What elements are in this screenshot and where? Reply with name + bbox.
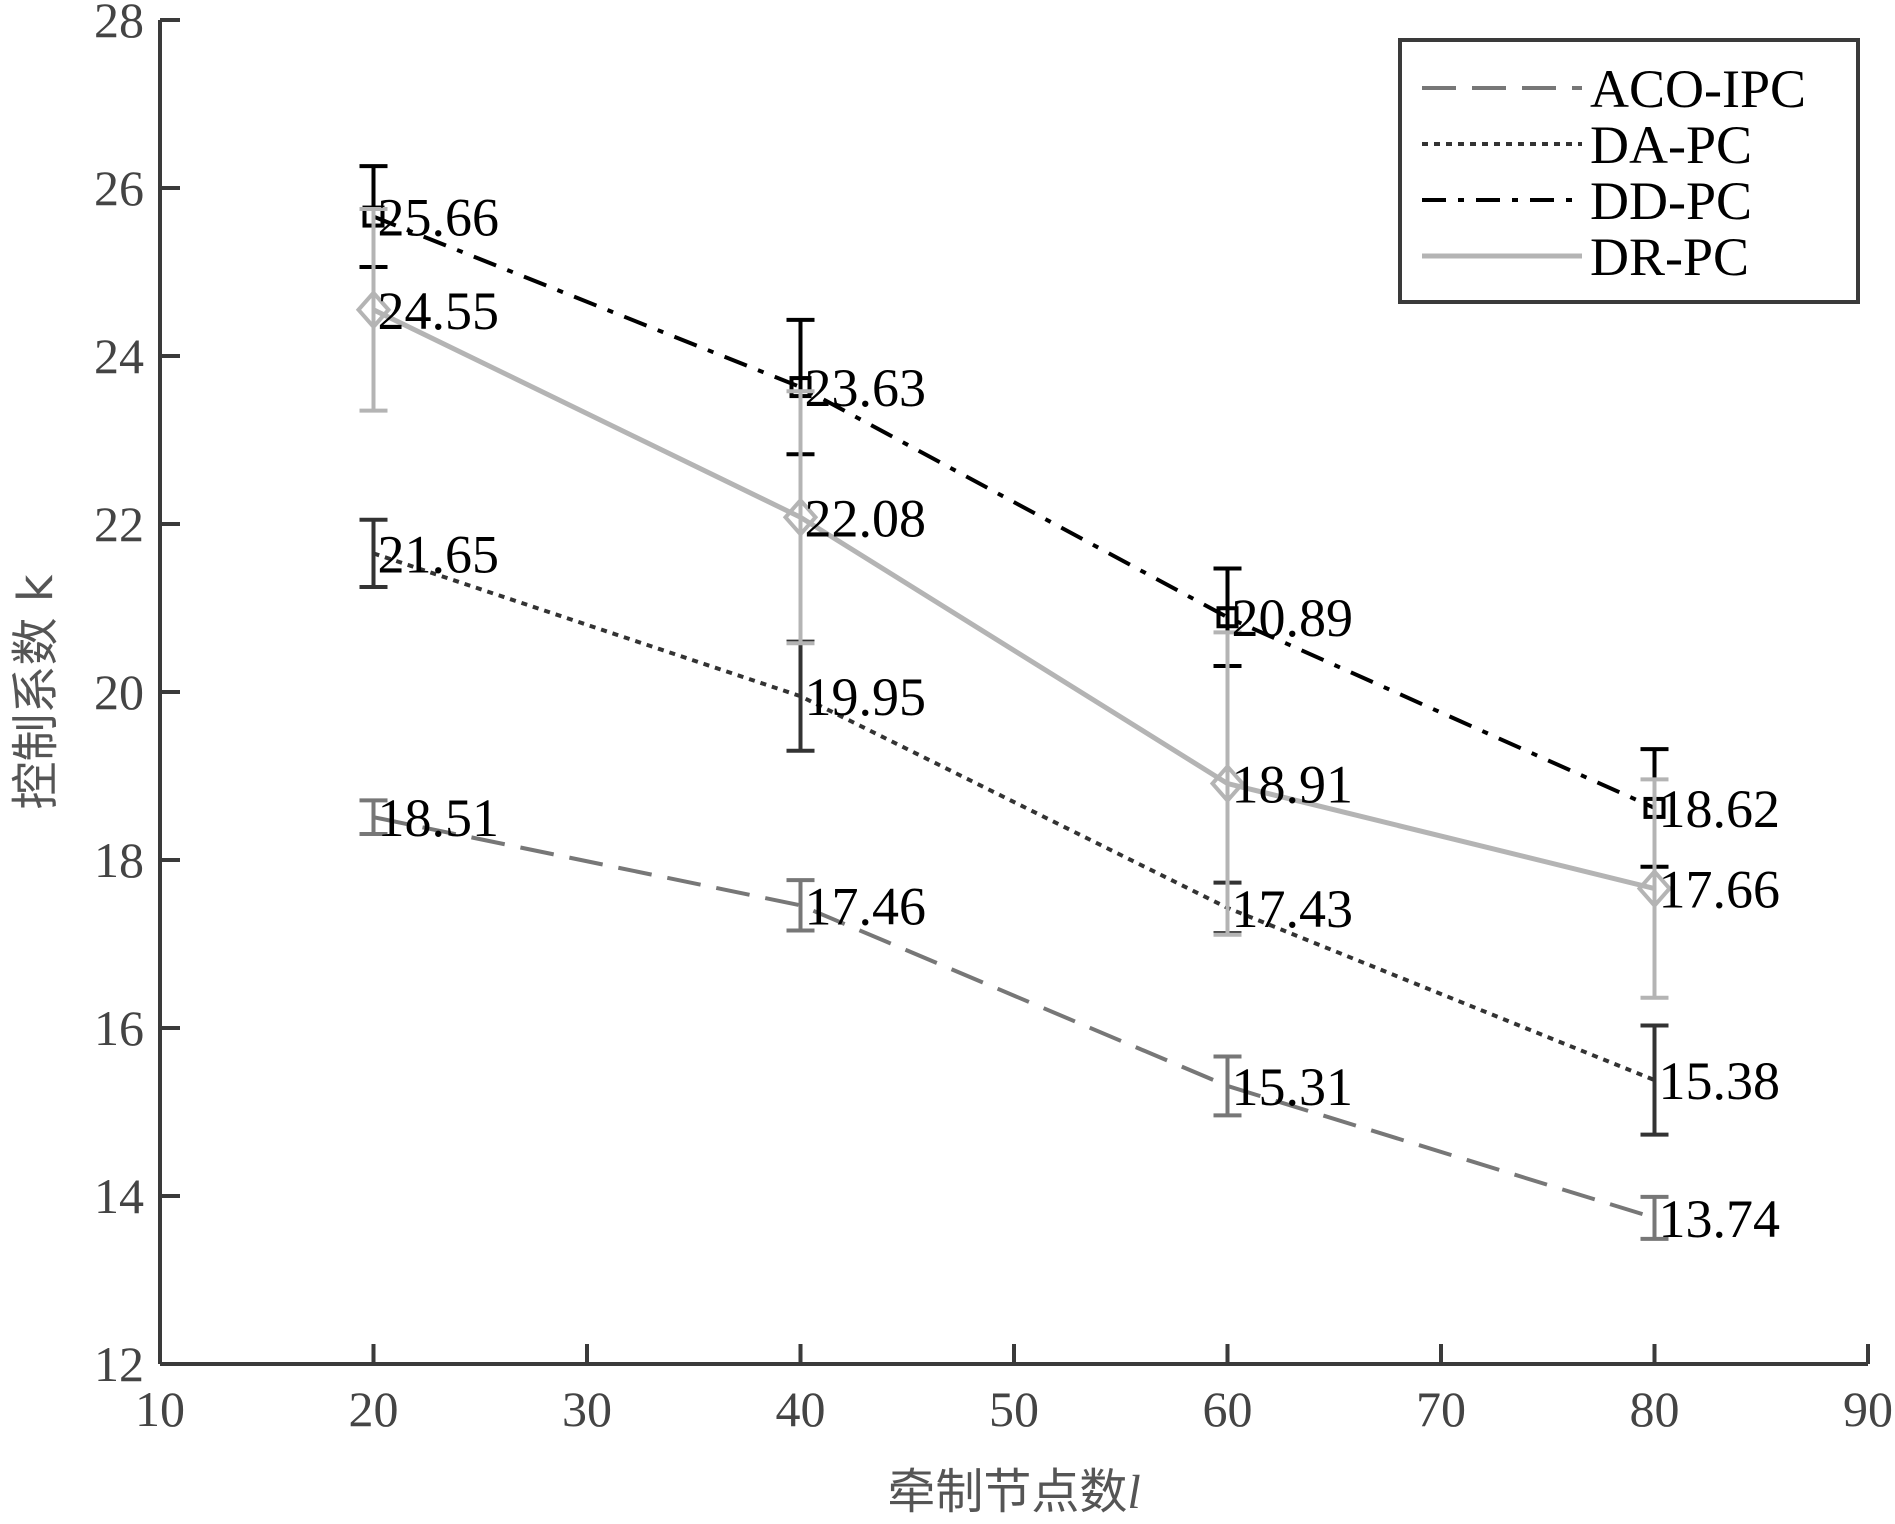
x-tick-label: 20	[349, 1381, 399, 1437]
data-label: 23.63	[805, 358, 927, 418]
x-tick-label: 50	[989, 1381, 1039, 1437]
data-point-marker	[355, 289, 392, 330]
legend-label: DR-PC	[1590, 227, 1749, 287]
y-tick-label: 24	[94, 328, 144, 384]
x-tick-label: 90	[1843, 1381, 1893, 1437]
data-label: 19.95	[805, 667, 927, 727]
series-dr-pc	[355, 207, 1673, 1000]
data-label: 15.31	[1232, 1057, 1354, 1117]
legend-label: DD-PC	[1590, 171, 1752, 231]
series-line	[372, 214, 1656, 810]
legend-label: ACO-IPC	[1590, 59, 1806, 119]
series-line	[372, 551, 1656, 1082]
series-layer	[355, 164, 1673, 1241]
x-tick-label: 70	[1416, 1381, 1466, 1437]
x-axis-title-variable: l	[1127, 1466, 1140, 1519]
data-point-marker	[1216, 606, 1239, 629]
data-labels-layer: 18.51 17.46 15.31 13.74 21.65 19.95 17.43 15.38…	[378, 188, 1781, 1249]
series-line	[373, 815, 1656, 1220]
y-tick-label: 18	[94, 832, 144, 888]
data-label: 17.43	[1232, 879, 1354, 939]
series-aco-ipc	[359, 798, 1669, 1241]
data-label: 24.55	[378, 281, 500, 341]
y-tick-label: 12	[94, 1336, 144, 1392]
data-point-marker	[1636, 868, 1673, 909]
data-label: 17.66	[1659, 860, 1781, 920]
series-da-pc	[359, 517, 1669, 1137]
data-label: 18.51	[378, 788, 500, 848]
axes: 10 20 30 40 50 60 70 80 90 12 14 16 18 20 22 24 26 28	[94, 0, 1893, 1437]
y-tick-label: 22	[94, 496, 144, 552]
y-tick-label: 28	[94, 0, 144, 48]
x-axis-title-text: 牵制节点数	[887, 1464, 1127, 1520]
data-label: 13.74	[1659, 1189, 1781, 1249]
legend-label: DA-PC	[1590, 115, 1752, 175]
series-line	[372, 307, 1656, 891]
y-tick-label: 16	[94, 1000, 144, 1056]
data-point-marker	[1209, 763, 1246, 804]
data-point-marker	[782, 497, 819, 538]
data-label: 18.91	[1232, 755, 1354, 815]
data-label: 18.62	[1659, 779, 1781, 839]
x-tick-label: 80	[1630, 1381, 1680, 1437]
y-tick-label: 20	[94, 664, 144, 720]
data-label: 25.66	[378, 188, 500, 248]
data-label: 20.89	[1232, 588, 1354, 648]
data-label: 17.46	[805, 876, 927, 936]
data-label: 21.65	[378, 524, 500, 584]
data-label: 22.08	[805, 488, 927, 548]
data-label: 15.38	[1659, 1051, 1781, 1111]
x-tick-label: 30	[562, 1381, 612, 1437]
y-axis-title: 控制系数 k	[8, 574, 64, 809]
y-tick-label: 26	[94, 160, 144, 216]
x-tick-label: 10	[135, 1381, 185, 1437]
x-axis-title: 牵制节点数l	[887, 1464, 1140, 1520]
x-tick-label: 40	[776, 1381, 826, 1437]
y-tick-label: 14	[94, 1168, 144, 1224]
x-tick-label: 60	[1203, 1381, 1253, 1437]
